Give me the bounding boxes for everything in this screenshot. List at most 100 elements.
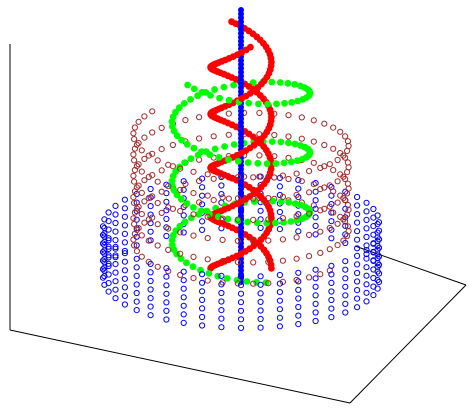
blue-outer-helix-point <box>328 314 335 321</box>
blue-outer-helix-point <box>121 301 129 308</box>
green-inner-helix-point <box>294 97 302 105</box>
brown-middle-helix-point <box>135 182 142 189</box>
brown-middle-helix-point <box>256 152 263 159</box>
blue-outer-helix-point <box>199 218 206 225</box>
green-inner-helix-point <box>197 207 205 215</box>
brown-middle-helix-point <box>204 192 211 199</box>
blue-outer-helix-point <box>121 247 129 255</box>
brown-middle-helix-point <box>321 141 328 149</box>
brown-middle-helix-point <box>190 232 197 239</box>
green-inner-helix-point <box>263 219 270 227</box>
green-inner-helix-point <box>173 132 181 140</box>
blue-outer-helix-point <box>121 196 129 203</box>
blue-outer-helix-point <box>180 186 187 193</box>
brown-middle-helix-point <box>130 151 137 158</box>
blue-outer-helix-point <box>180 229 187 236</box>
green-inner-helix-point <box>234 217 242 225</box>
blue-outer-helix-point <box>342 266 349 273</box>
blue-outer-helix-point <box>121 205 129 212</box>
brown-middle-helix-point <box>344 190 351 197</box>
brown-middle-helix-point <box>204 213 211 220</box>
brown-middle-helix-point <box>135 118 142 125</box>
green-inner-helix-point <box>280 159 288 167</box>
blue-outer-helix-point <box>354 228 361 235</box>
blue-outer-helix-point <box>295 303 302 311</box>
brown-middle-helix-point <box>317 164 324 171</box>
blue-outer-helix-point <box>121 239 129 246</box>
green-inner-helix-point <box>211 145 219 153</box>
brown-middle-helix-point <box>250 280 257 287</box>
blue-outer-helix-point <box>276 226 283 233</box>
blue-outer-helix-point <box>363 199 370 206</box>
blue-outer-helix-point <box>328 288 335 295</box>
green-inner-helix-point <box>287 158 295 166</box>
brown-middle-helix-point <box>130 130 137 137</box>
blue-outer-helix-point <box>105 262 112 270</box>
blue-outer-helix-point <box>105 288 112 295</box>
brown-middle-helix-point <box>317 186 324 193</box>
brown-middle-helix-point <box>344 180 351 187</box>
brown-middle-helix-point <box>317 249 324 256</box>
brown-middle-helix-point <box>279 215 286 222</box>
blue-outer-helix-point <box>328 218 335 225</box>
blue-outer-helix-point <box>354 245 361 252</box>
blue-outer-helix-point <box>105 237 112 244</box>
blue-outer-helix-point <box>237 307 245 314</box>
green-inner-helix-point <box>284 79 292 87</box>
blue-outer-helix-point <box>342 258 349 265</box>
brown-middle-helix-point <box>196 177 203 185</box>
blue-outer-helix-point <box>99 249 107 256</box>
brown-middle-helix-point <box>154 263 161 270</box>
blue-outer-helix-point <box>375 219 383 226</box>
brown-middle-helix-point <box>154 242 161 249</box>
blue-outer-helix-point <box>112 211 119 218</box>
brown-middle-helix-point <box>133 163 140 170</box>
blue-outer-helix-point <box>163 265 170 272</box>
green-inner-helix-point <box>190 204 197 211</box>
blue-outer-helix-point <box>354 269 361 277</box>
green-inner-helix-point <box>189 263 197 271</box>
green-inner-helix-point <box>225 156 232 164</box>
blue-outer-helix-point <box>312 231 319 238</box>
blue-outer-helix-point <box>370 283 377 290</box>
blue-outer-helix-point <box>199 305 206 312</box>
red-strand-b-point <box>238 48 246 56</box>
brown-middle-helix-point <box>330 188 337 195</box>
blue-outer-helix-point <box>295 321 302 328</box>
green-inner-helix-point <box>183 259 190 267</box>
blue-outer-helix-point <box>276 289 283 296</box>
brown-middle-helix-point <box>154 199 161 207</box>
brown-middle-helix-point <box>330 209 337 216</box>
blue-outer-helix-point <box>328 235 335 242</box>
blue-outer-helix-point <box>328 226 335 233</box>
blue-outer-helix-point <box>276 323 283 330</box>
blue-outer-helix-point <box>276 297 283 304</box>
blue-outer-helix-point <box>133 298 140 305</box>
brown-middle-helix-point <box>321 184 328 191</box>
brown-middle-helix-point <box>340 173 347 180</box>
brown-middle-helix-point <box>234 216 241 223</box>
blue-outer-helix-point <box>237 316 245 323</box>
brown-middle-helix-point <box>138 232 145 239</box>
blue-outer-helix-point <box>121 275 129 282</box>
brown-middle-helix-point <box>321 205 328 212</box>
blue-outer-helix-point <box>99 274 107 281</box>
blue-outer-helix-point <box>99 231 107 239</box>
brown-middle-helix-point <box>219 173 226 180</box>
brown-middle-helix-point <box>133 226 140 233</box>
blue-outer-helix-point <box>312 266 319 273</box>
brown-middle-helix-point <box>265 195 272 202</box>
brown-middle-helix-point <box>165 246 172 253</box>
blue-outer-helix-point <box>112 286 119 293</box>
green-inner-helix-point <box>183 200 191 207</box>
green-inner-helix-point <box>183 140 191 148</box>
blue-outer-helix-point <box>180 311 187 318</box>
brown-middle-helix-point <box>145 173 152 180</box>
blue-outer-helix-point <box>163 207 170 214</box>
blue-outer-helix-point <box>112 243 119 251</box>
brown-middle-helix-point <box>145 237 152 244</box>
blue-outer-helix-point <box>147 269 154 276</box>
green-inner-helix-point <box>243 278 251 285</box>
green-inner-helix-point <box>221 143 228 150</box>
blue-outer-helix-point <box>101 216 108 223</box>
